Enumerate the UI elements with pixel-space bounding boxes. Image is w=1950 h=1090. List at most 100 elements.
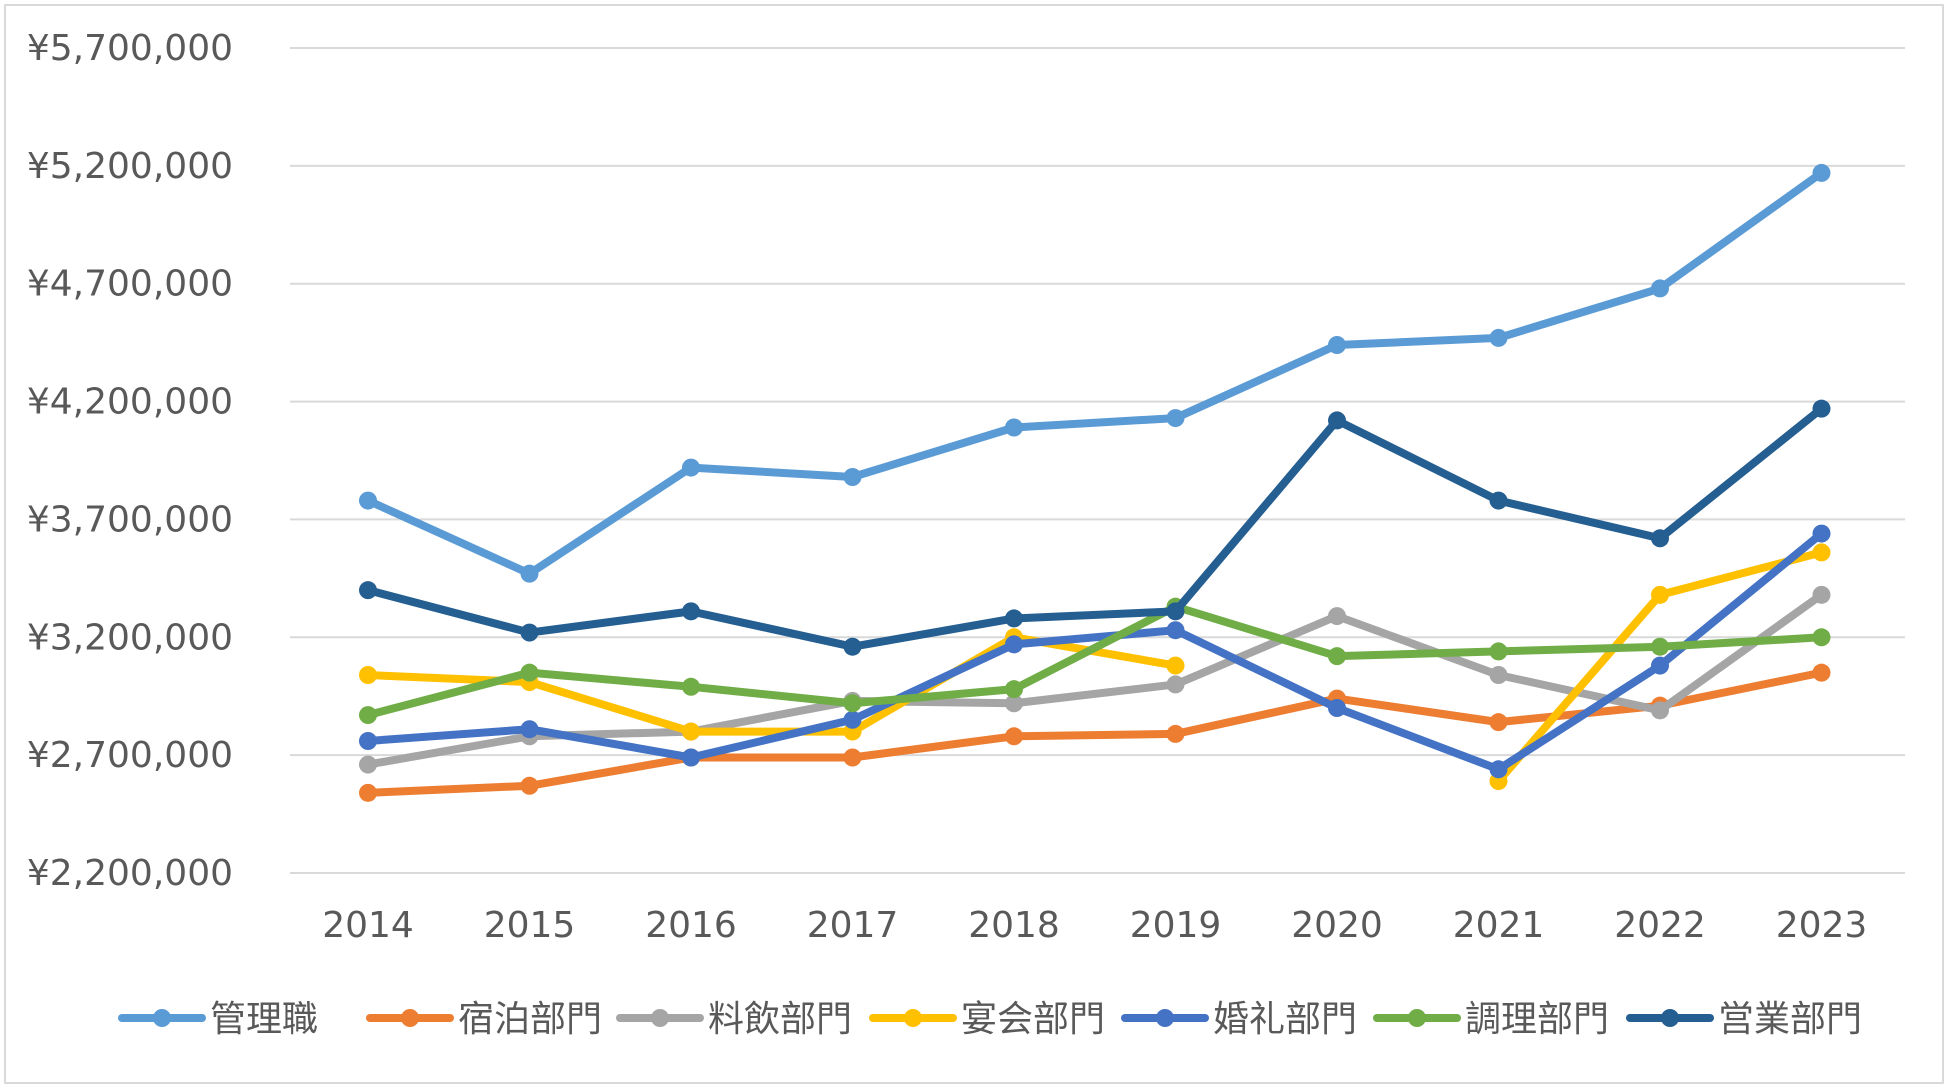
data-point bbox=[1005, 694, 1023, 713]
y-tick-label: ¥2,200,000 bbox=[27, 853, 233, 894]
series-5 bbox=[359, 524, 1831, 779]
data-point bbox=[1328, 607, 1346, 626]
data-point bbox=[1328, 336, 1346, 354]
data-point bbox=[1489, 666, 1508, 684]
x-tick-label: 2021 bbox=[1453, 905, 1545, 946]
data-point bbox=[1005, 418, 1023, 437]
x-tick-label: 2017 bbox=[807, 905, 899, 946]
legend-item: 調理部門 bbox=[1373, 999, 1609, 1040]
legend-label: 営業部門 bbox=[1718, 999, 1862, 1040]
x-tick-label: 2019 bbox=[1130, 905, 1222, 946]
data-point bbox=[843, 637, 862, 656]
data-point bbox=[1166, 409, 1185, 428]
gridlines bbox=[290, 47, 1905, 874]
data-point bbox=[682, 677, 700, 696]
legend-label: 宴会部門 bbox=[961, 999, 1105, 1040]
legend-item: 管理職 bbox=[118, 999, 318, 1040]
data-point bbox=[359, 491, 377, 510]
data-point bbox=[1812, 543, 1831, 562]
data-point bbox=[1166, 621, 1185, 640]
legend-marker bbox=[153, 1009, 171, 1027]
x-tick-label: 2018 bbox=[968, 905, 1060, 946]
y-tick-label: ¥4,700,000 bbox=[27, 264, 233, 305]
data-point bbox=[1166, 656, 1185, 675]
x-tick-label: 2022 bbox=[1614, 905, 1706, 946]
data-point bbox=[1651, 585, 1669, 604]
data-point bbox=[1005, 609, 1023, 628]
legend-marker bbox=[1408, 1009, 1426, 1027]
data-point bbox=[1651, 701, 1669, 720]
series-line bbox=[364, 529, 1826, 774]
legend-item: 営業部門 bbox=[1626, 999, 1862, 1040]
data-point bbox=[359, 783, 377, 802]
legend-marker bbox=[651, 1009, 669, 1027]
data-point bbox=[1005, 635, 1023, 654]
data-point bbox=[1166, 675, 1185, 694]
data-point bbox=[520, 564, 539, 583]
x-tick-label: 2020 bbox=[1291, 905, 1383, 946]
data-point bbox=[1651, 637, 1669, 656]
data-point bbox=[1005, 727, 1023, 746]
y-tick-label: ¥3,700,000 bbox=[27, 499, 233, 540]
x-tick-label: 2014 bbox=[322, 905, 414, 946]
data-point bbox=[1651, 529, 1669, 548]
x-tick-label: 2023 bbox=[1776, 905, 1868, 946]
data-point bbox=[359, 581, 377, 600]
data-point bbox=[1812, 524, 1831, 543]
data-point bbox=[682, 602, 700, 621]
data-point bbox=[682, 722, 700, 741]
series-line bbox=[364, 548, 1826, 786]
series-1 bbox=[359, 163, 1831, 583]
data-point bbox=[359, 666, 377, 684]
data-point bbox=[843, 468, 862, 486]
series-7 bbox=[359, 399, 1831, 656]
series-lines bbox=[359, 163, 1831, 802]
data-point bbox=[1812, 163, 1831, 182]
data-point bbox=[1651, 279, 1669, 298]
legend-item: 料飲部門 bbox=[616, 999, 852, 1040]
legend-item: 宴会部門 bbox=[869, 999, 1105, 1040]
data-point bbox=[1166, 724, 1185, 743]
legend-marker bbox=[401, 1009, 419, 1027]
data-point bbox=[1166, 602, 1185, 621]
data-point bbox=[1328, 699, 1346, 717]
data-point bbox=[1005, 680, 1023, 699]
data-point bbox=[520, 720, 539, 739]
y-tick-label: ¥5,200,000 bbox=[27, 146, 233, 187]
data-point bbox=[520, 623, 539, 642]
data-point bbox=[1489, 642, 1508, 661]
data-point bbox=[1489, 491, 1508, 510]
y-tick-label: ¥5,700,000 bbox=[27, 28, 233, 69]
legend-item: 婚礼部門 bbox=[1121, 999, 1357, 1040]
data-point bbox=[843, 748, 862, 767]
data-point bbox=[520, 663, 539, 682]
legend-marker bbox=[904, 1009, 922, 1027]
legend-label: 管理職 bbox=[210, 999, 318, 1040]
data-point bbox=[1812, 628, 1831, 647]
series-line bbox=[364, 404, 1826, 651]
data-point bbox=[359, 755, 377, 774]
legend-label: 宿泊部門 bbox=[458, 999, 602, 1040]
legend: 管理職 宿泊部門 料飲部門 宴会部門 婚礼部門 調理部門 営業部門 bbox=[118, 999, 1862, 1040]
legend-label: 調理部門 bbox=[1465, 999, 1609, 1040]
legend-item: 宿泊部門 bbox=[366, 999, 602, 1040]
y-tick-label: ¥4,200,000 bbox=[27, 382, 233, 423]
legend-marker bbox=[1156, 1009, 1174, 1027]
x-tick-label: 2016 bbox=[645, 905, 737, 946]
y-tick-label: ¥2,700,000 bbox=[27, 735, 233, 776]
x-tick-label: 2015 bbox=[484, 905, 576, 946]
data-point bbox=[359, 732, 377, 750]
data-point bbox=[682, 748, 700, 767]
legend-label: 料飲部門 bbox=[708, 999, 852, 1040]
legend-marker bbox=[1661, 1009, 1679, 1027]
data-point bbox=[682, 458, 700, 477]
data-point bbox=[359, 706, 377, 725]
data-point bbox=[1651, 656, 1669, 675]
data-point bbox=[1812, 663, 1831, 682]
data-point bbox=[520, 776, 539, 795]
data-point bbox=[1489, 328, 1508, 347]
series-line bbox=[364, 602, 1826, 720]
data-point bbox=[1489, 713, 1508, 732]
data-point bbox=[1328, 411, 1346, 430]
